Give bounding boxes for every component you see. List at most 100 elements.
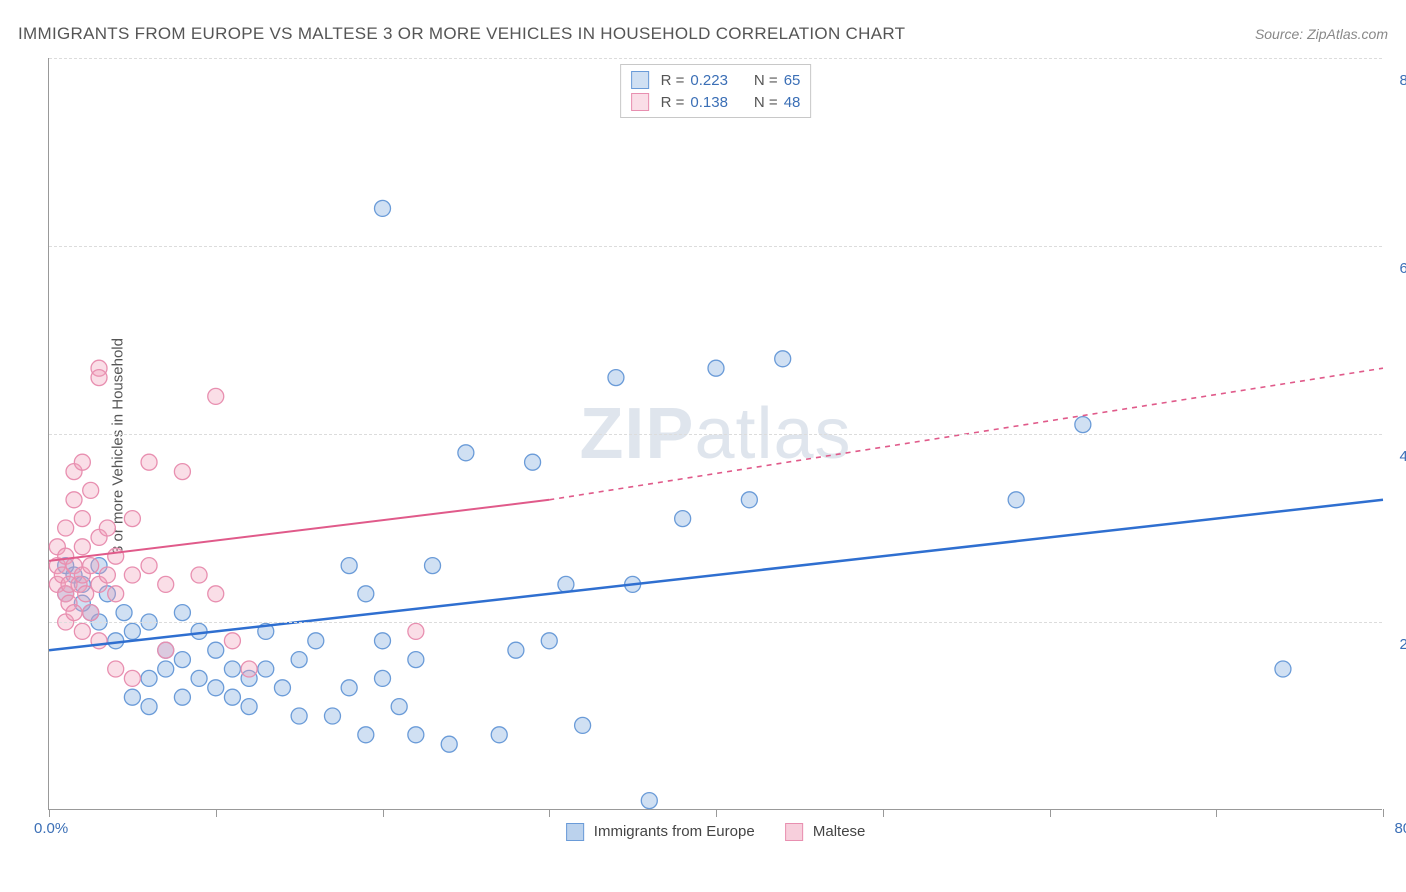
source-label: Source: ZipAtlas.com <box>1255 26 1388 42</box>
scatter-point <box>1275 661 1291 677</box>
scatter-point <box>308 633 324 649</box>
scatter-point <box>174 652 190 668</box>
scatter-point <box>58 520 74 536</box>
scatter-point <box>91 370 107 386</box>
x-tick <box>1050 809 1051 817</box>
scatter-point <box>274 680 290 696</box>
x-tick <box>1383 809 1384 817</box>
scatter-point <box>99 520 115 536</box>
scatter-point <box>358 586 374 602</box>
scatter-point <box>641 793 657 809</box>
scatter-point <box>358 727 374 743</box>
scatter-point <box>191 670 207 686</box>
scatter-point <box>675 511 691 527</box>
chart-title: IMMIGRANTS FROM EUROPE VS MALTESE 3 OR M… <box>18 24 905 44</box>
scatter-point <box>425 558 441 574</box>
scatter-point <box>74 511 90 527</box>
scatter-point <box>291 708 307 724</box>
scatter-point <box>124 623 140 639</box>
trend-line <box>49 500 549 561</box>
scatter-point <box>174 605 190 621</box>
scatter-point <box>708 360 724 376</box>
scatter-point <box>124 567 140 583</box>
scatter-point <box>108 661 124 677</box>
bottom-legend-item-1: Immigrants from Europe <box>566 823 755 841</box>
header: IMMIGRANTS FROM EUROPE VS MALTESE 3 OR M… <box>18 24 1388 44</box>
scatter-point <box>116 605 132 621</box>
scatter-point <box>224 689 240 705</box>
scatter-point <box>141 699 157 715</box>
scatter-point <box>208 642 224 658</box>
x-origin-label: 0.0% <box>34 820 68 837</box>
scatter-point <box>158 642 174 658</box>
scatter-point <box>158 576 174 592</box>
scatter-point <box>558 576 574 592</box>
scatter-point <box>541 633 557 649</box>
y-tick-label: 60.0% <box>1387 260 1406 277</box>
legend-row-series2: R = 0.138 N = 48 <box>631 91 801 113</box>
scatter-point <box>124 511 140 527</box>
scatter-point <box>208 388 224 404</box>
x-tick <box>716 809 717 817</box>
scatter-point <box>508 642 524 658</box>
scatter-point <box>83 482 99 498</box>
scatter-point <box>108 548 124 564</box>
scatter-point <box>375 670 391 686</box>
x-tick <box>549 809 550 817</box>
scatter-point <box>158 661 174 677</box>
trend-line <box>49 500 1383 650</box>
scatter-point <box>74 623 90 639</box>
scatter-point <box>83 558 99 574</box>
gridline <box>49 246 1382 247</box>
scatter-point <box>224 661 240 677</box>
scatter-point <box>141 670 157 686</box>
scatter-point <box>441 736 457 752</box>
scatter-point <box>258 661 274 677</box>
scatter-point <box>74 539 90 555</box>
gridline <box>49 622 1382 623</box>
scatter-point <box>341 680 357 696</box>
x-tick <box>383 809 384 817</box>
scatter-point <box>108 586 124 602</box>
chart-plot-area: ZIPatlas R = 0.223 N = 65 R = 0.138 N = … <box>48 58 1382 810</box>
scatter-point <box>174 689 190 705</box>
gridline <box>49 58 1382 59</box>
x-max-label: 80.0% <box>1394 820 1406 837</box>
scatter-point <box>141 558 157 574</box>
scatter-point <box>208 680 224 696</box>
y-tick-label: 80.0% <box>1387 72 1406 89</box>
scatter-point <box>408 652 424 668</box>
scatter-point <box>391 699 407 715</box>
x-tick <box>49 809 50 817</box>
x-tick <box>883 809 884 817</box>
gridline <box>49 434 1382 435</box>
bottom-legend: Immigrants from Europe Maltese <box>566 823 866 841</box>
scatter-point <box>124 670 140 686</box>
scatter-point <box>174 464 190 480</box>
scatter-point <box>375 200 391 216</box>
bottom-legend-item-2: Maltese <box>785 823 866 841</box>
correlation-legend: R = 0.223 N = 65 R = 0.138 N = 48 <box>620 64 812 118</box>
scatter-point <box>141 454 157 470</box>
scatter-point <box>775 351 791 367</box>
scatter-point <box>66 605 82 621</box>
scatter-point <box>83 605 99 621</box>
scatter-point <box>408 623 424 639</box>
legend-swatch-blue <box>631 71 649 89</box>
scatter-point <box>458 445 474 461</box>
scatter-point <box>291 652 307 668</box>
scatter-point <box>324 708 340 724</box>
x-tick <box>1216 809 1217 817</box>
y-tick-label: 40.0% <box>1387 448 1406 465</box>
scatter-point <box>341 558 357 574</box>
scatter-point <box>241 661 257 677</box>
y-tick-label: 20.0% <box>1387 636 1406 653</box>
scatter-point <box>208 586 224 602</box>
scatter-point <box>74 454 90 470</box>
scatter-point <box>1008 492 1024 508</box>
scatter-point <box>66 492 82 508</box>
x-tick <box>216 809 217 817</box>
scatter-point <box>525 454 541 470</box>
scatter-point <box>124 689 140 705</box>
scatter-point <box>741 492 757 508</box>
